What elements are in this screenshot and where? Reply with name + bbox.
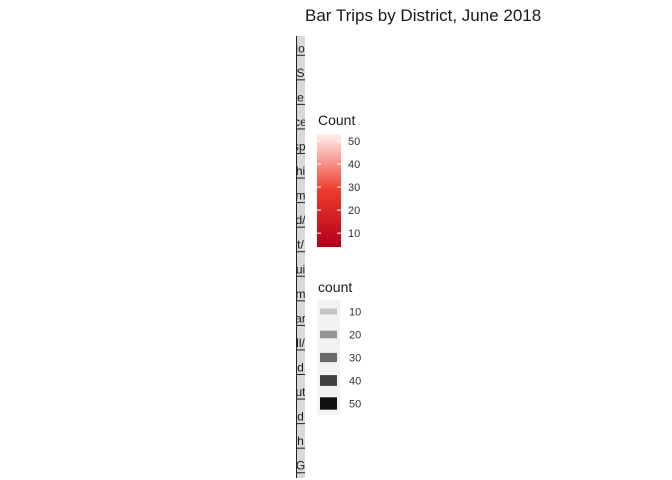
colorbar-tick-label: 20 [348,205,360,217]
facet-label: d [297,410,304,424]
facet-label: m [296,189,306,203]
facet-label: ui [296,262,305,276]
count-key-legend: 10 20 30 40 50 [317,300,361,415]
strip-background [296,36,305,478]
facet-label: e [297,90,304,104]
facet-label: ce [294,115,307,129]
legend-key-label: 40 [349,376,361,388]
colorbar-tick-label: 10 [348,228,360,240]
facet-label: S [296,66,304,80]
count-legend-title: Count [318,112,356,128]
facet-label: Nod [289,41,310,55]
colorbar-tick-label: 50 [348,136,360,148]
legend-key-swatch [320,330,337,339]
legend-key-swatch [320,397,337,410]
legend-key-label: 30 [349,353,361,365]
facet-label: G [296,459,305,473]
legend-key-label: 20 [349,330,361,342]
facet-label: d [297,361,304,375]
chart-title: Bar Trips by District, June 2018 [305,6,542,25]
legend-key-swatch [320,352,337,363]
colorbar-tick-label: 40 [348,159,360,171]
colorbar [317,134,341,247]
colorbar-tick-label: 30 [348,182,360,194]
facet-label: d/ [295,213,306,227]
legend-key-swatch [320,375,337,386]
facet-label: m [296,287,306,301]
facet-label: h [297,434,304,448]
facet-label: ut [295,385,306,399]
facet-label: spi [293,140,308,154]
count-colorbar-legend: 10 20 30 40 50 [317,134,360,247]
facet-label: ar [295,311,306,325]
facet-label: ll/ [296,336,305,350]
facet-label: t/ [297,238,304,252]
legend-key-label: 50 [349,399,361,411]
facet-label: hi [296,164,305,178]
legend-key-swatch [320,308,337,315]
legend-key-label: 10 [349,307,361,319]
count-size-legend-title: count [318,279,353,295]
